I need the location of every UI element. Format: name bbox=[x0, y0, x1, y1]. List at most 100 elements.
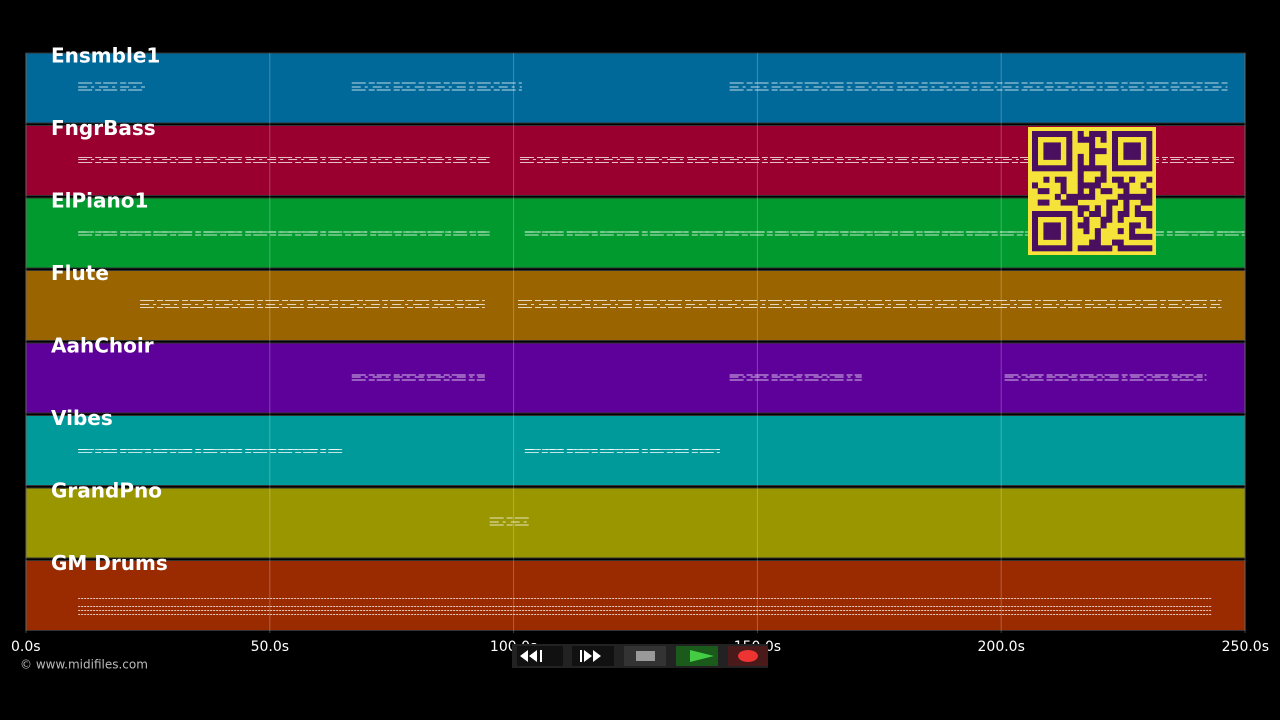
qr-module bbox=[1032, 239, 1039, 246]
qr-module bbox=[1083, 222, 1090, 229]
note-span bbox=[524, 449, 720, 453]
qr-module bbox=[1123, 142, 1130, 149]
qr-module bbox=[1123, 148, 1130, 155]
qr-module bbox=[1094, 239, 1101, 246]
qr-module bbox=[1146, 216, 1153, 223]
qr-module bbox=[1083, 245, 1090, 252]
qr-module bbox=[1123, 188, 1130, 195]
qr-module bbox=[1066, 228, 1073, 235]
qr-module bbox=[1054, 153, 1061, 160]
qr-module bbox=[1123, 205, 1130, 212]
qr-module bbox=[1140, 193, 1147, 200]
qr-module bbox=[1146, 176, 1153, 183]
track-name: Vibes bbox=[51, 406, 113, 430]
qr-module bbox=[1146, 199, 1153, 206]
qr-module bbox=[1083, 165, 1090, 172]
qr-module bbox=[1146, 165, 1153, 172]
qr-module bbox=[1054, 233, 1061, 240]
time-tick-label: 250.0s bbox=[1222, 639, 1269, 655]
rewind-icon bbox=[520, 650, 542, 662]
qr-module bbox=[1077, 159, 1084, 166]
qr-module bbox=[1066, 142, 1073, 149]
qr-module bbox=[1129, 233, 1136, 240]
qr-module bbox=[1032, 136, 1039, 143]
qr-module bbox=[1089, 188, 1096, 195]
qr-module bbox=[1140, 233, 1147, 240]
qr-module bbox=[1094, 182, 1101, 189]
qr-module bbox=[1066, 165, 1073, 172]
qr-module bbox=[1043, 148, 1050, 155]
qr-module bbox=[1146, 159, 1153, 166]
qr-module bbox=[1054, 193, 1061, 200]
qr-module bbox=[1100, 131, 1107, 138]
note-span bbox=[729, 374, 862, 381]
qr-module bbox=[1089, 193, 1096, 200]
qr-module bbox=[1054, 245, 1061, 252]
qr-module bbox=[1089, 148, 1096, 155]
track-name: Ensmble1 bbox=[51, 44, 160, 68]
qr-module bbox=[1134, 193, 1141, 200]
track-name: ElPiano1 bbox=[51, 189, 148, 213]
time-tick-label: 200.0s bbox=[978, 639, 1025, 655]
qr-module bbox=[1077, 245, 1084, 252]
qr-module bbox=[1072, 193, 1079, 200]
qr-module bbox=[1134, 153, 1141, 160]
qr-module bbox=[1129, 222, 1136, 229]
qr-module bbox=[1112, 136, 1119, 143]
qr-module bbox=[1032, 211, 1039, 218]
qr-module bbox=[1043, 131, 1050, 138]
qr-module bbox=[1129, 245, 1136, 252]
qr-module bbox=[1072, 199, 1079, 206]
qr-module bbox=[1032, 228, 1039, 235]
qr-module bbox=[1043, 199, 1050, 206]
qr-module bbox=[1129, 131, 1136, 138]
qr-module bbox=[1032, 159, 1039, 166]
qr-module bbox=[1060, 176, 1067, 183]
qr-module bbox=[1037, 188, 1044, 195]
qr-module bbox=[1117, 176, 1124, 183]
qr-module bbox=[1140, 131, 1147, 138]
qr-module bbox=[1100, 188, 1107, 195]
qr-module bbox=[1146, 153, 1153, 160]
qr-module bbox=[1054, 176, 1061, 183]
qr-module bbox=[1106, 199, 1113, 206]
qr-module bbox=[1077, 205, 1084, 212]
qr-module bbox=[1146, 222, 1153, 229]
note-span bbox=[78, 82, 145, 91]
qr-module bbox=[1112, 159, 1119, 166]
qr-module bbox=[1066, 239, 1073, 246]
note-span bbox=[729, 82, 1228, 91]
qr-module bbox=[1123, 182, 1130, 189]
qr-module bbox=[1094, 233, 1101, 240]
track-name: FngrBass bbox=[51, 116, 156, 140]
qr-module bbox=[1129, 228, 1136, 235]
qr-module bbox=[1094, 176, 1101, 183]
qr-module bbox=[1049, 211, 1056, 218]
qr-module bbox=[1117, 131, 1124, 138]
qr-module bbox=[1094, 211, 1101, 218]
qr-module bbox=[1043, 188, 1050, 195]
qr-module bbox=[1089, 182, 1096, 189]
qr-module bbox=[1129, 193, 1136, 200]
qr-module bbox=[1049, 153, 1056, 160]
qr-module bbox=[1106, 245, 1113, 252]
qr-module bbox=[1140, 165, 1147, 172]
qr-module bbox=[1037, 245, 1044, 252]
qr-module bbox=[1134, 245, 1141, 252]
note-span bbox=[351, 82, 522, 91]
qr-module bbox=[1054, 148, 1061, 155]
qr-module bbox=[1032, 222, 1039, 229]
stop-icon bbox=[636, 651, 655, 661]
qr-module bbox=[1037, 199, 1044, 206]
qr-module bbox=[1123, 193, 1130, 200]
qr-module bbox=[1123, 211, 1130, 218]
qr-module bbox=[1083, 136, 1090, 143]
note-span bbox=[140, 300, 485, 308]
qr-module bbox=[1077, 171, 1084, 178]
qr-module bbox=[1146, 188, 1153, 195]
qr-module bbox=[1146, 245, 1153, 252]
qr-module bbox=[1094, 131, 1101, 138]
qr-module bbox=[1054, 131, 1061, 138]
qr-module bbox=[1037, 211, 1044, 218]
qr-module bbox=[1032, 245, 1039, 252]
